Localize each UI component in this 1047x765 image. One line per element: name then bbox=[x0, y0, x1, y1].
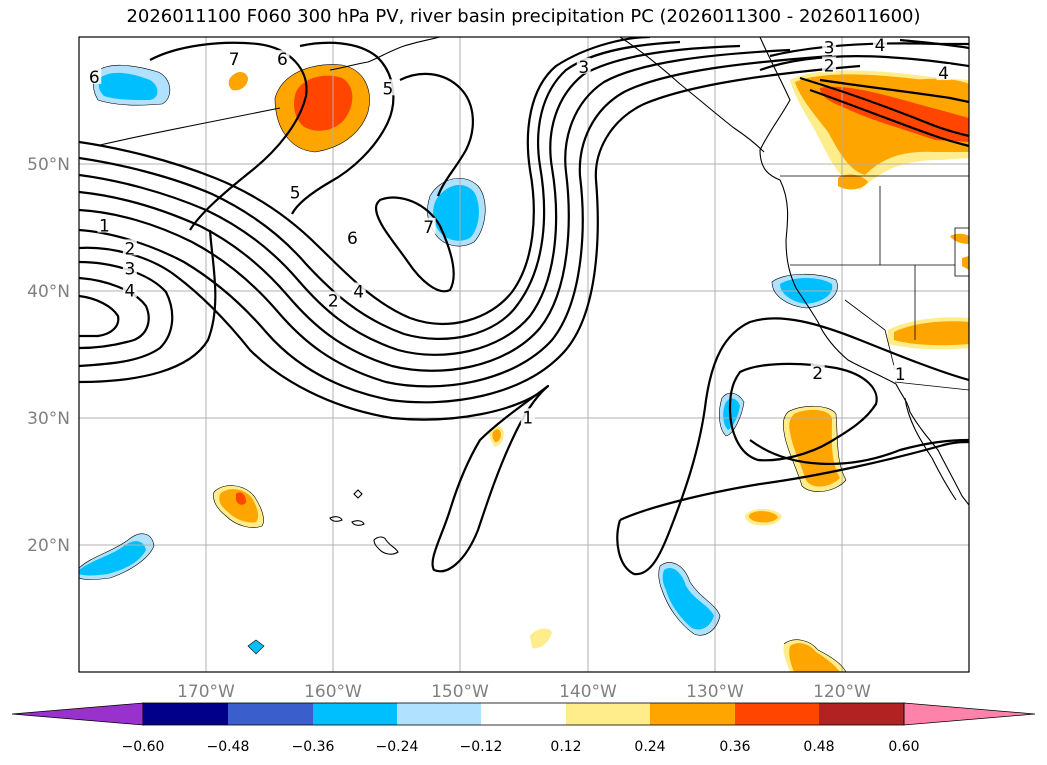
lat-tick-label-50: 50°N bbox=[27, 155, 70, 175]
lon-tick-label-170w: 170°W bbox=[177, 682, 235, 702]
lat-tick-label-30: 30°N bbox=[27, 409, 70, 429]
pv-contour-label-bg bbox=[345, 229, 360, 246]
pv-contour-label-bg bbox=[122, 239, 137, 256]
colorbar-tick-label: 0.60 bbox=[888, 739, 919, 755]
pv-contour-label-bg bbox=[810, 363, 825, 380]
pv-contour-label-bg bbox=[380, 79, 395, 96]
pc-strong-region-alaska bbox=[294, 75, 353, 131]
map-title: 2026011100 F060 300 hPa PV, river basin … bbox=[126, 6, 921, 27]
colorbar-tick-label: −0.36 bbox=[292, 739, 335, 755]
map-background bbox=[79, 37, 969, 672]
pv-contour-label-bg bbox=[421, 217, 436, 234]
colorbar-tick-label: −0.60 bbox=[122, 739, 165, 755]
pv-contour-label: 3 bbox=[124, 260, 135, 280]
pv-contour-label: 6 bbox=[277, 50, 288, 70]
colorbar-tick-label: 0.36 bbox=[719, 739, 750, 755]
lon-tick-label-150w: 150°W bbox=[431, 682, 489, 702]
lon-tick-label-140w: 140°W bbox=[559, 682, 617, 702]
pv-contour-label-bg bbox=[275, 50, 290, 67]
pv-contour-label-bg bbox=[893, 365, 908, 382]
pv-contour-label: 7 bbox=[423, 218, 434, 238]
pv-contour-label: 4 bbox=[353, 283, 364, 303]
colorbar-tick-label: 0.24 bbox=[634, 739, 665, 755]
pv-contour-label: 5 bbox=[383, 79, 394, 99]
map-frame bbox=[78, 36, 970, 673]
colorbar-tick-label: −0.24 bbox=[376, 739, 419, 755]
coastlines bbox=[99, 37, 969, 555]
pv-contour-label-bg bbox=[351, 282, 366, 299]
pv-contour-label: 2 bbox=[812, 364, 823, 384]
pv-contour-label-bg bbox=[822, 56, 837, 73]
pv-contour-label-bg bbox=[326, 291, 341, 308]
colorbar-bin bbox=[819, 703, 904, 725]
pv-contour-label: 1 bbox=[522, 408, 533, 428]
pv-contour-label: 4 bbox=[938, 64, 949, 84]
colorbar-bin bbox=[143, 703, 228, 725]
pv-contour-label-bg bbox=[122, 259, 137, 276]
colorbar-tick-label: −0.48 bbox=[207, 739, 250, 755]
pv-contour-label-bg bbox=[227, 50, 242, 67]
colorbar-bin bbox=[566, 703, 650, 725]
pv-contour-label-bg bbox=[936, 64, 951, 81]
colorbar-bin bbox=[228, 703, 313, 725]
pv-contour-label: 2 bbox=[124, 239, 135, 259]
pv-contour-label-bg bbox=[288, 183, 303, 200]
colorbar-bin bbox=[397, 703, 481, 725]
colorbar-tick-label: 0.12 bbox=[550, 739, 581, 755]
pv-contour-label-bg bbox=[122, 281, 137, 298]
colorbar-tick-label: 0.48 bbox=[803, 739, 834, 755]
pv-contour-label: 3 bbox=[824, 39, 835, 59]
pv-contour-label: 3 bbox=[578, 58, 589, 78]
colorbar-bin bbox=[735, 703, 819, 725]
pv-contour-label-bg bbox=[87, 67, 102, 84]
pv-contour-label-bg bbox=[97, 216, 112, 233]
pv-contour-label: 1 bbox=[895, 365, 906, 385]
pv-contour-label: 2 bbox=[824, 56, 835, 76]
pv-contour-label: 1 bbox=[99, 217, 110, 237]
pv-contour-label: 4 bbox=[875, 36, 886, 56]
pv-contour-label-bg bbox=[873, 36, 887, 53]
lon-tick-label-130w: 130°W bbox=[686, 682, 744, 702]
pv-contour-label: 7 bbox=[229, 50, 240, 70]
pv-contour-label: 6 bbox=[347, 229, 358, 249]
pv-contour-label: 4 bbox=[124, 281, 135, 301]
colorbar: −0.60 −0.48 −0.36 −0.24 −0.12 0.12 0.24 … bbox=[11, 702, 1036, 755]
lon-tick-label-120w: 120°W bbox=[813, 682, 871, 702]
colorbar-bin bbox=[313, 703, 397, 725]
pv-contour-label: 6 bbox=[89, 68, 100, 88]
lat-tick-label-40: 40°N bbox=[27, 282, 70, 302]
colorbar-tick-label: −0.12 bbox=[460, 739, 503, 755]
lon-tick-label-160w: 160°W bbox=[304, 682, 362, 702]
pv-contour-label-bg bbox=[576, 57, 591, 74]
colorbar-bin bbox=[481, 703, 566, 725]
lat-tick-label-20: 20°N bbox=[27, 536, 70, 556]
pv-contour-label: 2 bbox=[328, 291, 339, 311]
pv-contour-label: 5 bbox=[290, 183, 301, 203]
colorbar-extend-high bbox=[903, 702, 1036, 726]
colorbar-bin bbox=[650, 703, 735, 725]
pv-contour-label-bg bbox=[520, 408, 535, 425]
precip-anomaly-fill bbox=[79, 64, 969, 672]
pv-contour-label-bg bbox=[822, 38, 837, 55]
colorbar-extend-low bbox=[11, 702, 144, 726]
